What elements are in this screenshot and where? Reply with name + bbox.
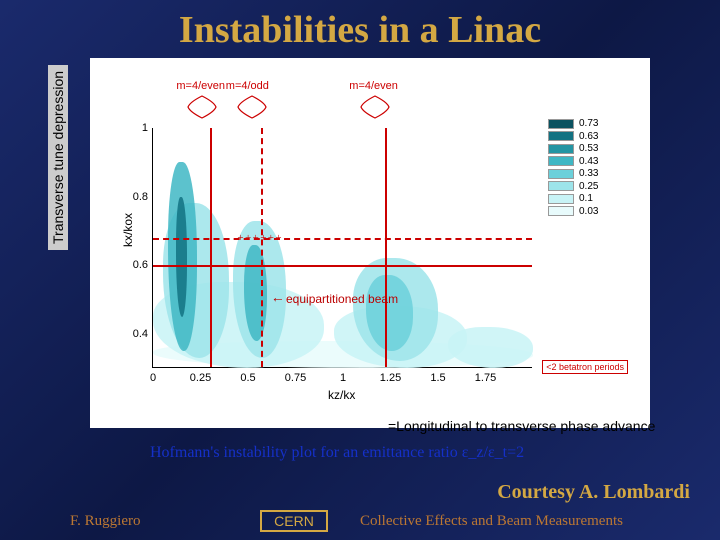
hofmann-chart: ++++++0.40.60.8100.250.50.7511.251.51.75… <box>90 58 650 428</box>
hofmann-caption: Hofmann's instability plot for an emitta… <box>150 444 524 462</box>
plot-area: ++++++0.40.60.8100.250.50.7511.251.51.75… <box>152 128 532 368</box>
y-axis-caption: Transverse tune depression <box>48 65 68 250</box>
author-name: F. Ruggiero <box>70 513 140 530</box>
courtesy-credit: Courtesy A. Lombardi <box>497 481 690 504</box>
cern-badge: CERN <box>260 510 328 532</box>
slide-title: Instabilities in a Linac <box>0 0 720 52</box>
lecture-title: Collective Effects and Beam Measurements <box>360 513 623 530</box>
betatron-note: <2 betatron periods <box>542 360 628 374</box>
color-legend: 0.730.630.530.430.330.250.10.03 <box>548 118 628 218</box>
x-axis-caption: =Longitudinal to transverse phase advanc… <box>388 418 655 434</box>
